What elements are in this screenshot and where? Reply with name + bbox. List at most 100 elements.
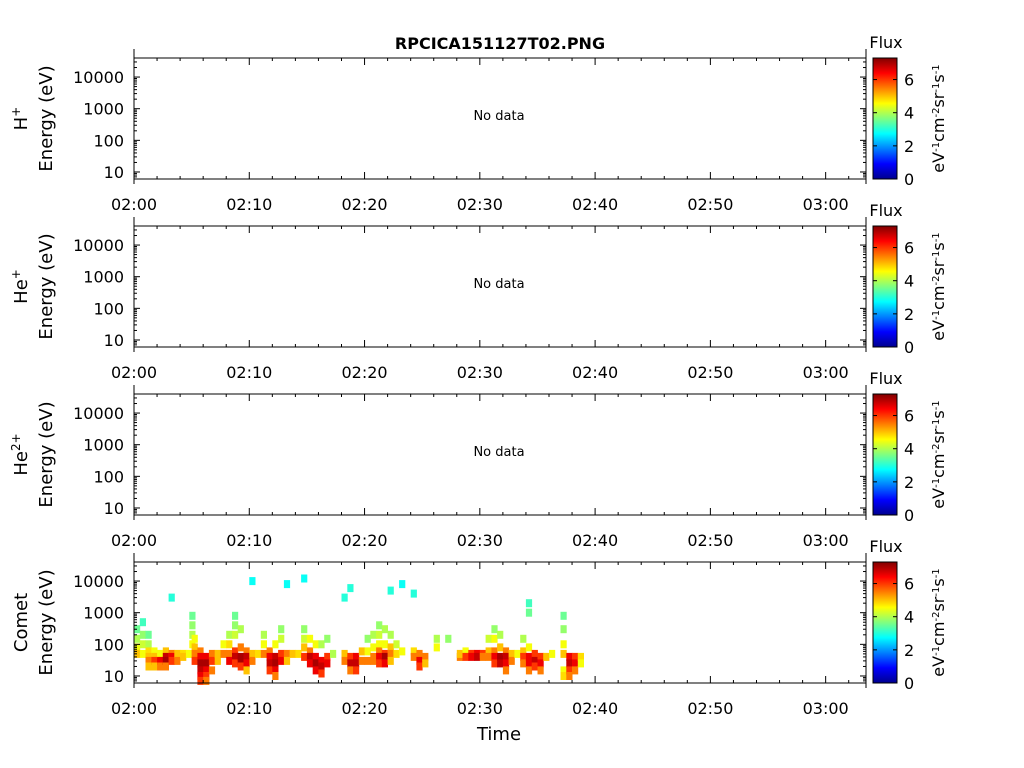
flux-cell xyxy=(381,659,388,668)
flux-cell xyxy=(272,672,279,680)
flux-cell xyxy=(502,647,510,656)
flux-cell xyxy=(145,662,152,671)
flux-cell xyxy=(566,652,573,661)
colorbar-tick-label: 0 xyxy=(904,506,914,525)
panel-4: 10 100 1000 10000 02:00 02:10 02:20 02:30 02:40 0… xyxy=(11,537,948,718)
y-tick-label: 10 xyxy=(104,667,124,686)
flux-cell xyxy=(208,649,216,658)
x-tick-label: 02:30 xyxy=(457,531,503,550)
flux-cell xyxy=(572,652,579,661)
flux-cell xyxy=(497,652,504,661)
flux-cell xyxy=(243,666,250,675)
no-data-label: No data xyxy=(473,277,524,292)
flux-cell xyxy=(330,649,337,658)
flux-cell xyxy=(566,666,573,675)
flux-cell xyxy=(525,643,533,652)
flux-cell xyxy=(543,652,550,661)
colorbar-unit-base: cm xyxy=(929,622,948,646)
flux-cell xyxy=(226,630,233,639)
colorbar-unit-base: cm xyxy=(929,454,948,478)
flux-cell xyxy=(376,621,383,630)
flux-cell xyxy=(191,634,198,643)
x-tick-label: 02:20 xyxy=(341,195,387,214)
flux-cell xyxy=(301,652,308,661)
flux-cell xyxy=(353,652,360,661)
flux-cell xyxy=(508,656,515,665)
flux-cell xyxy=(318,656,325,665)
x-tick-label: 02:00 xyxy=(111,531,157,550)
flux-cell xyxy=(433,643,440,652)
colorbar-unit-exponent: -2 xyxy=(931,612,942,622)
flux-cell xyxy=(203,652,210,661)
flux-cell xyxy=(145,630,152,639)
flux-cell xyxy=(525,608,533,617)
flux-cell xyxy=(312,659,319,668)
colorbar-title: Flux xyxy=(869,369,902,388)
flux-cell xyxy=(318,640,325,649)
flux-cell xyxy=(560,666,567,675)
y-tick-label: 1000 xyxy=(83,268,124,287)
colorbar-unit-exponent: -2 xyxy=(931,108,942,118)
flux-cell xyxy=(422,659,429,668)
flux-cell xyxy=(353,666,360,675)
flux-cell xyxy=(410,647,417,656)
flux-cell xyxy=(376,630,383,639)
colorbar-unit-exponent: -2 xyxy=(931,444,942,454)
flux-cell xyxy=(364,656,371,665)
flux-cell xyxy=(566,659,573,668)
species-label: H+ xyxy=(9,107,32,131)
flux-cell xyxy=(266,666,273,675)
colorbar-title: Flux xyxy=(869,537,902,556)
flux-cell xyxy=(232,659,239,668)
colorbar-title: Flux xyxy=(869,33,902,52)
flux-cell xyxy=(410,652,417,661)
flux-cell xyxy=(203,672,210,680)
x-tick-label: 02:20 xyxy=(341,699,387,718)
flux-cell xyxy=(520,659,527,668)
x-tick-label: 02:20 xyxy=(341,531,387,550)
x-tick-label: 03:00 xyxy=(803,531,849,550)
flux-cell xyxy=(278,656,285,665)
flux-cell xyxy=(324,659,331,668)
colorbar-unit-base: sr xyxy=(929,260,948,275)
x-tick-label: 02:40 xyxy=(572,195,618,214)
flux-cell xyxy=(272,652,279,661)
flux-cell xyxy=(232,621,239,630)
flux-cell xyxy=(162,656,169,665)
x-tick-label: 02:00 xyxy=(111,363,157,382)
colorbar-unit-base: s xyxy=(929,242,948,250)
flux-cell xyxy=(283,580,291,589)
flux-cell xyxy=(341,656,348,665)
flux-cell xyxy=(260,640,267,649)
colorbar-units: eV-1cm-2sr-1s-1 xyxy=(929,400,948,508)
flux-cell xyxy=(341,649,348,658)
flux-cell xyxy=(577,659,584,668)
y-tick-label: 1000 xyxy=(83,604,124,623)
species-charge: + xyxy=(9,269,23,279)
flux-cell xyxy=(525,599,533,608)
flux-cell xyxy=(237,662,244,671)
flux-cell xyxy=(358,656,365,665)
flux-cell xyxy=(387,649,394,658)
flux-cell xyxy=(497,630,504,639)
flux-cell xyxy=(468,652,475,661)
colorbar-unit-exponent: -1 xyxy=(931,251,942,261)
flux-cell xyxy=(237,625,244,634)
x-tick-label: 03:00 xyxy=(803,363,849,382)
x-tick-label: 02:20 xyxy=(341,363,387,382)
species-name: Comet xyxy=(11,593,32,652)
flux-cell xyxy=(341,593,348,602)
flux-cell xyxy=(491,634,498,643)
colorbar-unit-exponent: -1 xyxy=(931,646,942,656)
flux-cell xyxy=(347,659,354,668)
flux-cell xyxy=(197,652,204,661)
panel-1: 10 100 1000 10000 02:00 02:10 02:20 02:30 02:40 0… xyxy=(9,33,948,214)
colorbar-unit-base: eV xyxy=(929,656,948,677)
flux-cell xyxy=(168,593,175,602)
flux-cell xyxy=(145,647,152,656)
flux-cell xyxy=(197,676,204,685)
flux-cell xyxy=(370,656,377,665)
x-tick-label: 02:40 xyxy=(572,363,618,382)
